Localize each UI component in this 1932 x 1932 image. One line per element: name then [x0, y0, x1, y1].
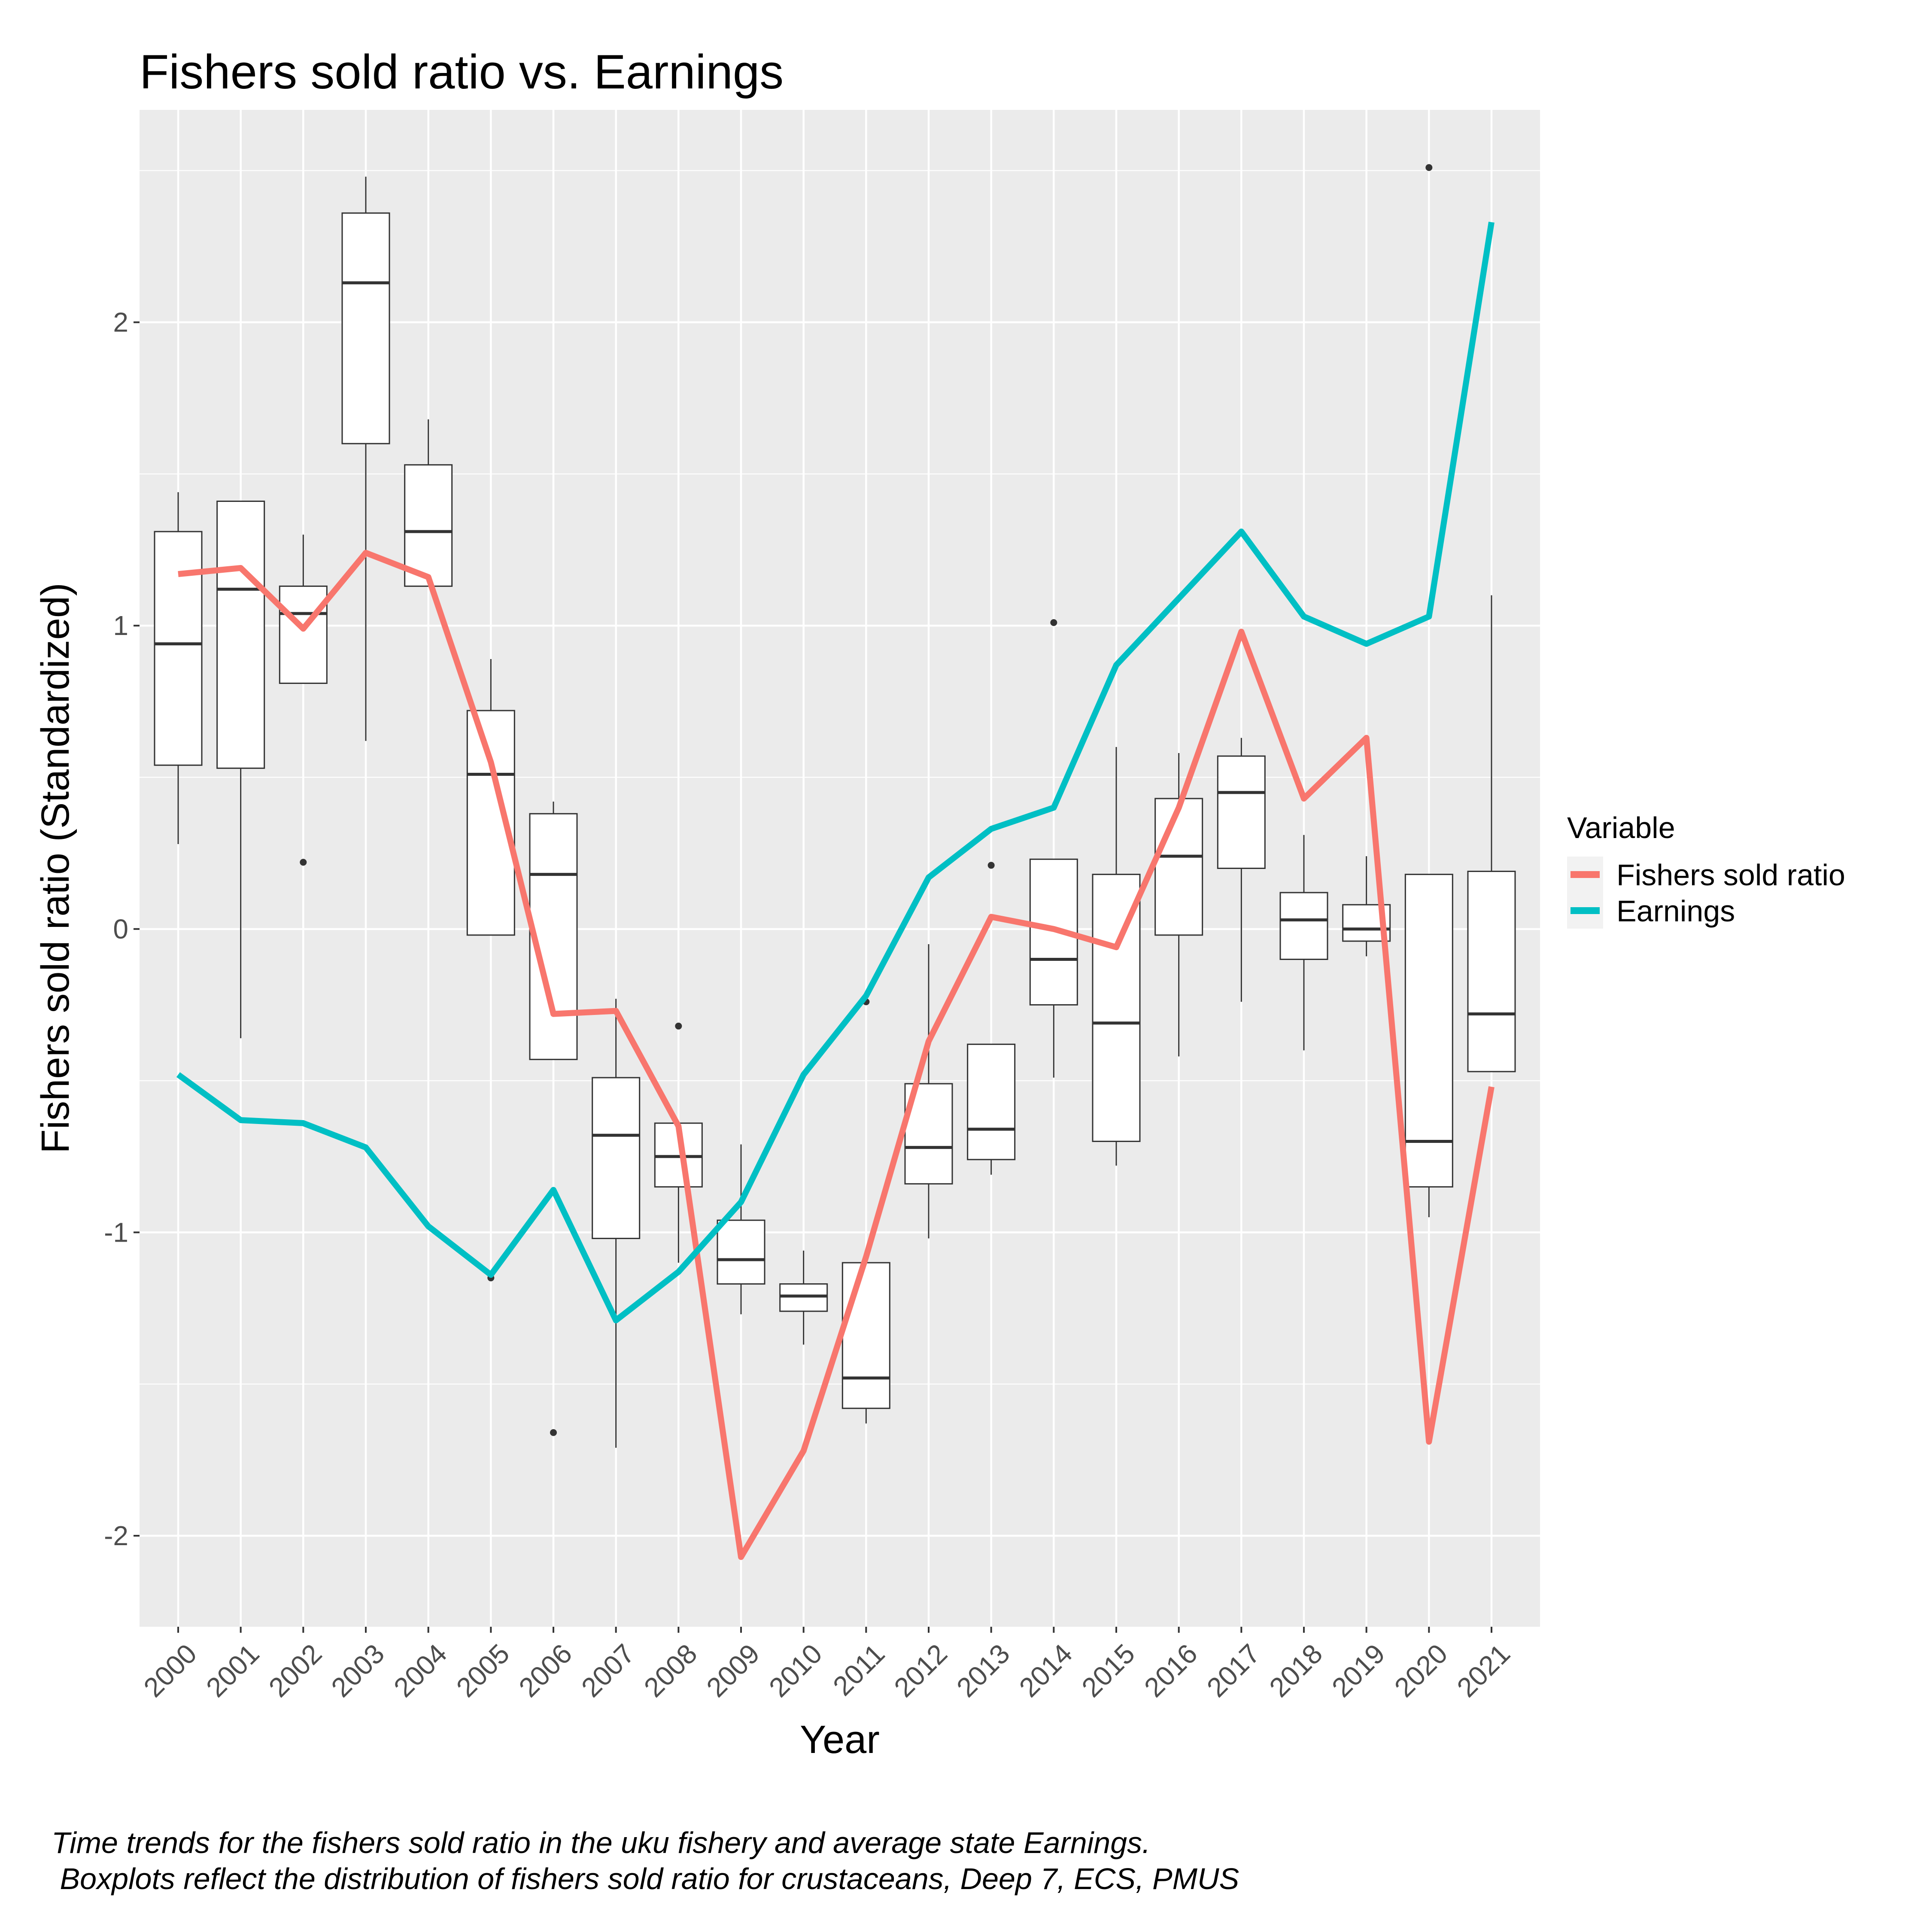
x-tick-label: 2006: [513, 1638, 578, 1703]
x-tick-label: 2016: [1138, 1638, 1203, 1703]
box-iqr: [1218, 756, 1265, 868]
x-tick-label: 2019: [1326, 1638, 1391, 1703]
caption-line-2: Boxplots reflect the distribution of fis…: [52, 1861, 1898, 1897]
y-tick-label: 0: [113, 914, 128, 945]
x-tick-label: 2005: [450, 1638, 516, 1703]
box-iqr: [592, 1078, 640, 1238]
box-iqr: [1468, 872, 1515, 1072]
box-iqr: [279, 586, 327, 683]
x-tick-label: 2008: [638, 1638, 703, 1703]
x-tick-label: 2012: [888, 1638, 953, 1703]
outlier-point: [1050, 619, 1057, 626]
outlier-point: [550, 1429, 557, 1436]
x-tick-label: 2018: [1263, 1638, 1328, 1703]
outlier-point: [300, 859, 307, 866]
box-iqr: [1155, 799, 1203, 935]
x-tick-label: 2010: [763, 1638, 828, 1703]
box-iqr: [968, 1044, 1015, 1160]
x-tick-label: 2002: [263, 1638, 328, 1703]
box-iqr: [842, 1263, 890, 1408]
box-iqr: [717, 1220, 765, 1284]
outlier-point: [988, 862, 995, 869]
y-axis-ticks: -2 -1 0 1 2: [104, 307, 140, 1551]
box-iqr: [342, 213, 389, 444]
figure-caption: Time trends for the fishers sold ratio i…: [52, 1825, 1898, 1897]
legend-label-fishers-sold-ratio: Fishers sold ratio: [1616, 858, 1845, 892]
x-tick-label: 2015: [1075, 1638, 1141, 1703]
x-tick-label: 2011: [827, 1638, 890, 1701]
caption-line-1: Time trends for the fishers sold ratio i…: [52, 1825, 1898, 1861]
x-tick-label: 2020: [1388, 1638, 1454, 1703]
chart-title: Fishers sold ratio vs. Earnings: [140, 45, 784, 99]
x-axis-ticks: 2000200120022003200420052006200720082009…: [137, 1627, 1516, 1703]
x-axis-title: Year: [800, 1718, 880, 1762]
box-iqr: [217, 501, 264, 769]
outlier-point: [675, 1023, 682, 1030]
x-tick-label: 2021: [1451, 1638, 1516, 1703]
y-tick-label: -1: [104, 1217, 128, 1248]
y-tick-label: -2: [104, 1520, 128, 1551]
x-tick-label: 2013: [951, 1638, 1016, 1703]
legend: Variable Fishers sold ratio Earnings: [1567, 811, 1845, 929]
x-tick-label: 2014: [1013, 1638, 1078, 1703]
y-tick-label: 1: [113, 610, 128, 641]
box-iqr: [155, 532, 202, 765]
box-iqr: [1280, 893, 1327, 959]
y-axis-title: Fishers sold ratio (Standardized): [33, 583, 77, 1153]
outlier-point: [1425, 164, 1432, 171]
x-tick-label: 2007: [575, 1638, 641, 1703]
box-iqr: [780, 1284, 827, 1312]
x-tick-label: 2017: [1201, 1638, 1266, 1703]
x-tick-label: 2009: [700, 1638, 766, 1703]
legend-label-earnings: Earnings: [1616, 894, 1735, 928]
y-tick-label: 2: [113, 307, 128, 338]
x-tick-label: 2003: [325, 1638, 390, 1703]
x-tick-label: 2000: [137, 1638, 203, 1703]
x-tick-label: 2004: [388, 1638, 453, 1703]
legend-title: Variable: [1567, 811, 1675, 844]
x-tick-label: 2001: [200, 1638, 265, 1703]
